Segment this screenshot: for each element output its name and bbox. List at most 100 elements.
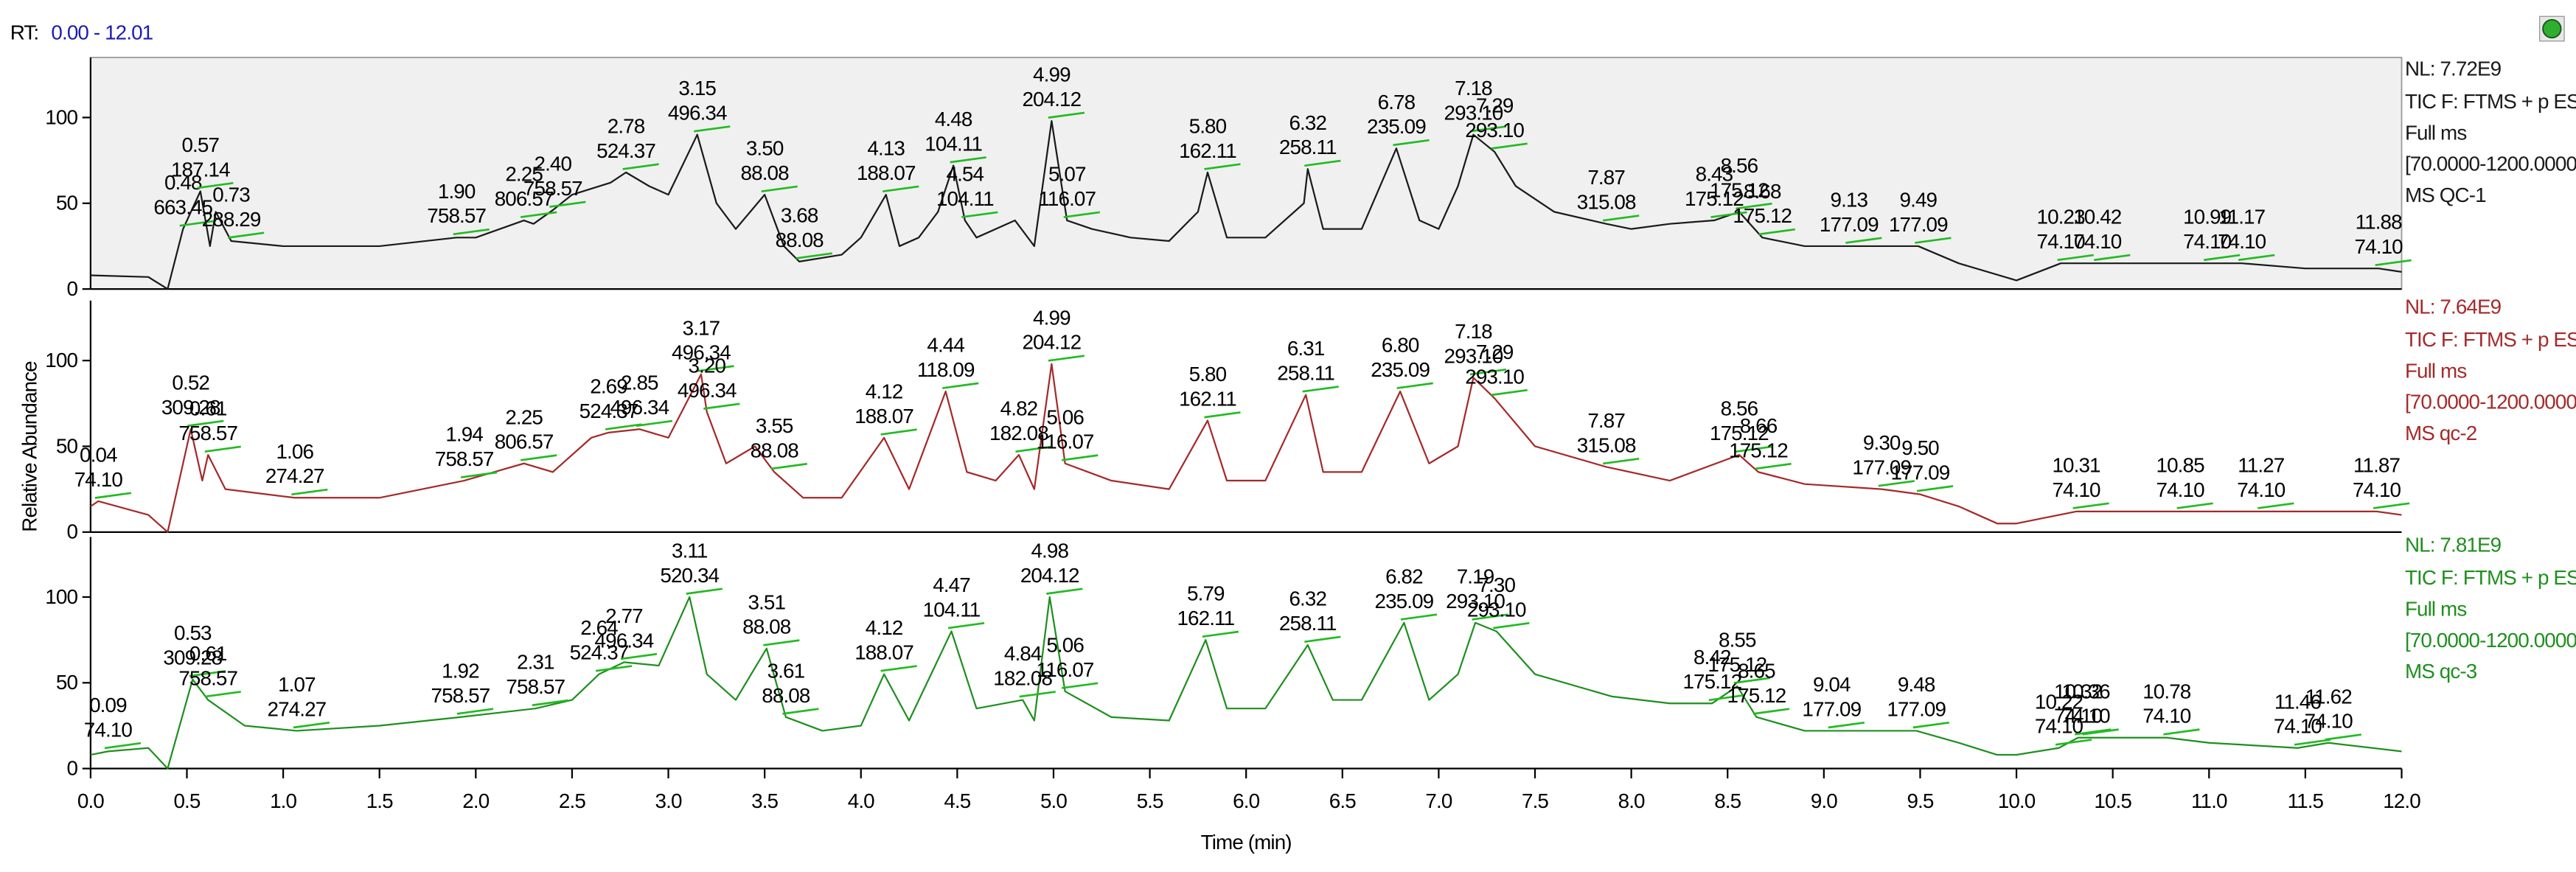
peak-marker: [697, 365, 734, 372]
peak-mz-label: 104.11: [925, 133, 982, 156]
peak-rt-label: 0.48: [164, 171, 202, 194]
peak-mz-label: 88.08: [741, 161, 790, 184]
peak-mz-label: 524.37: [579, 400, 638, 422]
peak-mz-label: 309.28: [161, 396, 220, 419]
x-tick-label: 5.0: [1040, 789, 1067, 812]
peak-rt-label: 10.85: [2156, 453, 2205, 476]
peak-marker: [2204, 254, 2241, 262]
peak-mz-label: 118.09: [917, 358, 975, 381]
peak-mz-label: 116.07: [1037, 658, 1094, 681]
peak-mz-label: 258.11: [1279, 612, 1337, 635]
peak-mz-label: 204.12: [1020, 564, 1079, 587]
peak-marker: [2176, 502, 2213, 509]
peak-rt-label: 2.85: [621, 372, 658, 394]
scan-info: MS QC-1: [2405, 184, 2486, 206]
peak-rt-label: 11.17: [2218, 206, 2266, 229]
peak-mz-label: 235.09: [1367, 115, 1426, 138]
peak-mz-label: 177.09: [1891, 461, 1950, 484]
y-tick-label: 50: [56, 671, 78, 694]
peak-marker: [94, 492, 132, 499]
peak-marker: [532, 699, 569, 707]
peak-rt-label: 10.32: [2054, 680, 2103, 702]
scan-info: Full ms: [2405, 359, 2466, 382]
trace: [90, 596, 2402, 770]
x-tick-label: 8.0: [1618, 789, 1645, 812]
peak-marker: [456, 708, 494, 715]
peak-rt-label: 9.04: [1813, 673, 1851, 696]
peak-marker: [227, 231, 265, 239]
peak-mz-label: 74.10: [2305, 710, 2353, 733]
peak-mz-label: 758.57: [431, 684, 490, 707]
peak-rt-label: 1.06: [276, 440, 313, 463]
peak-marker: [2057, 254, 2094, 262]
peak-mz-label: 74.10: [84, 718, 133, 741]
scan-info: TIC F: FTMS + p ESI: [2405, 90, 2576, 113]
x-tick-label: 5.5: [1137, 789, 1163, 812]
peak-marker: [1845, 237, 1882, 244]
peak-rt-label: 0.73: [212, 183, 250, 206]
peak-marker: [1828, 721, 1865, 729]
peak-rt-label: 3.68: [781, 203, 818, 226]
peak-mz-label: 74.10: [2142, 705, 2191, 728]
peak-mz-label: 496.34: [668, 102, 727, 125]
peak-marker: [1603, 457, 1640, 465]
peak-rt-label: 9.48: [1898, 673, 1935, 696]
scan-info: Full ms: [2405, 597, 2466, 620]
peak-rt-label: 7.87: [1587, 409, 1625, 432]
peak-rt-label: 0.57: [181, 133, 219, 156]
peak-rt-label: 6.32: [1289, 111, 1326, 134]
peak-mz-label: 175.12: [1733, 204, 1792, 227]
peak-rt-label: 4.44: [927, 334, 964, 357]
peak-mz-label: 74.10: [2054, 705, 2103, 728]
peak-mz-label: 188.07: [854, 405, 913, 428]
peak-rt-label: 11.27: [2238, 453, 2285, 476]
peak-rt-label: 6.31: [1287, 337, 1325, 360]
x-tick-label: 9.0: [1811, 789, 1837, 812]
peak-rt-label: 1.94: [445, 423, 483, 446]
peak-marker: [686, 587, 723, 595]
peak-rt-label: 11.46: [2274, 690, 2322, 713]
peak-rt-label: 9.13: [1830, 188, 1867, 211]
peak-mz-label: 758.57: [178, 667, 237, 690]
peak-mz-label: 758.57: [435, 447, 494, 470]
peak-marker: [2055, 739, 2092, 746]
x-tick-label: 2.0: [462, 789, 489, 812]
peak-marker: [950, 156, 986, 164]
peak-marker: [1048, 111, 1085, 119]
peak-mz-label: 74.10: [74, 468, 123, 491]
nl-label: NL: 7.81E9: [2405, 534, 2502, 557]
nl-label: NL: 7.72E9: [2405, 57, 2502, 80]
peak-mz-label: 104.11: [923, 598, 981, 621]
peak-marker: [549, 200, 586, 208]
scan-info: MS qc-2: [2405, 422, 2477, 444]
peak-rt-label: 5.07: [1048, 163, 1086, 186]
peak-mz-label: 520.34: [660, 564, 719, 587]
peak-mz-label: 293.10: [1465, 119, 1524, 142]
x-tick-label: 4.5: [944, 789, 970, 812]
peak-rt-label: 10.31: [2052, 453, 2100, 476]
icon-dot[interactable]: [2542, 18, 2562, 39]
peak-mz-label: 258.11: [1279, 136, 1337, 158]
peak-rt-label: 3.11: [672, 539, 708, 562]
toolbar-icon[interactable]: [2538, 15, 2565, 42]
peak-mz-label: 188.07: [857, 161, 916, 184]
x-tick-label: 6.5: [1329, 789, 1356, 812]
peak-marker: [1396, 382, 1433, 389]
y-tick-label: 50: [56, 434, 78, 457]
peak-rt-label: 11.87: [2353, 453, 2401, 476]
peak-rt-label: 5.80: [1189, 114, 1227, 137]
peak-mz-label: 175.12: [1727, 684, 1786, 707]
peak-rt-label: 6.82: [1385, 565, 1423, 587]
peak-marker: [1304, 635, 1341, 643]
peak-mz-label: 88.08: [751, 439, 799, 461]
peak-mz-label: 175.12: [1685, 187, 1744, 210]
peak-mz-label: 74.10: [2274, 715, 2322, 738]
x-tick-label: 1.0: [270, 789, 296, 812]
peak-marker: [961, 211, 998, 218]
peak-marker: [2375, 259, 2412, 267]
peak-rt-label: 6.32: [1289, 587, 1326, 610]
peak-marker: [179, 220, 217, 227]
peak-rt-label: 8.56: [1721, 397, 1758, 420]
nl-label: NL: 7.64E9: [2405, 296, 2502, 318]
peak-marker: [1916, 485, 1954, 492]
